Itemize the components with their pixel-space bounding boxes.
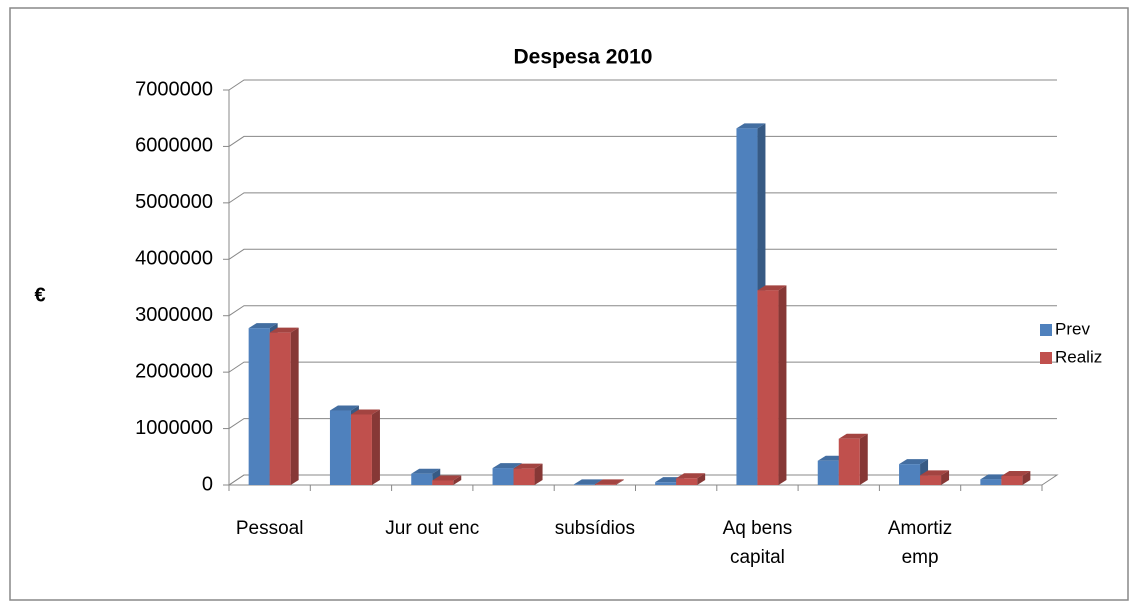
bar xyxy=(817,460,839,485)
bar xyxy=(899,464,921,485)
bar-side xyxy=(859,433,868,485)
bar-top xyxy=(513,463,543,469)
bar-side xyxy=(778,285,787,485)
grid-line xyxy=(228,79,1057,91)
bar-side xyxy=(534,463,543,485)
legend-label: Realiz xyxy=(1055,347,1102,366)
bar-side xyxy=(941,470,950,485)
bar-top xyxy=(492,463,522,469)
bar xyxy=(594,484,616,485)
bar xyxy=(655,482,677,485)
bar xyxy=(513,468,535,485)
y-tick-label: 4000000 xyxy=(135,248,213,270)
bar xyxy=(838,438,860,485)
legend-swatch xyxy=(1040,352,1052,364)
bar xyxy=(269,332,291,485)
bar-top xyxy=(329,405,359,411)
bar-top xyxy=(248,323,278,329)
bar xyxy=(736,128,758,485)
bar-side xyxy=(371,409,380,485)
legend-swatch xyxy=(1040,324,1052,336)
x-tick-label: Aq bens capital xyxy=(722,518,793,568)
grid-line xyxy=(228,248,1057,260)
bar xyxy=(1001,475,1023,485)
x-tick-label: Jur out enc xyxy=(385,518,480,539)
bar xyxy=(411,473,433,485)
bar-side xyxy=(290,327,299,485)
x-tick-label: Pessoal xyxy=(235,518,304,539)
bar xyxy=(573,484,595,485)
bar-side xyxy=(697,473,706,485)
bar-side xyxy=(453,475,462,485)
bar-top xyxy=(838,433,868,439)
bar-side xyxy=(1022,470,1031,485)
x-tick-label: subsídios xyxy=(554,518,635,539)
chart-border xyxy=(9,7,1129,601)
bar xyxy=(920,475,942,485)
bar xyxy=(980,479,1002,485)
chart-title: Despesa 2010 xyxy=(514,46,653,69)
y-tick-label: 5000000 xyxy=(135,191,213,213)
y-axis-label: € xyxy=(34,284,45,306)
bar xyxy=(492,468,514,485)
bar xyxy=(350,414,372,485)
bar xyxy=(329,410,351,485)
y-tick-label: 0 xyxy=(202,473,213,495)
bar-top xyxy=(573,479,603,485)
grid-line xyxy=(228,135,1057,147)
bar xyxy=(676,478,698,485)
bar-top xyxy=(676,473,706,479)
bar xyxy=(248,328,270,485)
legend-label: Prev xyxy=(1055,319,1090,338)
bar-top xyxy=(899,459,929,465)
bar-side xyxy=(615,479,624,485)
bar-top xyxy=(269,327,299,333)
bar-top xyxy=(411,468,441,474)
y-tick-label: 3000000 xyxy=(135,304,213,326)
bar-top xyxy=(757,285,787,291)
bar-top xyxy=(432,475,462,481)
bar-top xyxy=(736,123,766,129)
y-tick-label: 6000000 xyxy=(135,135,213,157)
y-tick-label: 2000000 xyxy=(135,360,213,382)
bar-top xyxy=(594,479,624,485)
grid-line xyxy=(228,192,1057,204)
bar xyxy=(432,480,454,485)
bar xyxy=(757,290,779,485)
y-tick-label: 7000000 xyxy=(135,78,213,100)
bar-top xyxy=(350,409,380,415)
bar-top xyxy=(920,470,950,476)
x-tick-label: Amortiz emp xyxy=(887,518,953,568)
bar-top xyxy=(1001,470,1031,476)
y-tick-label: 1000000 xyxy=(135,417,213,439)
